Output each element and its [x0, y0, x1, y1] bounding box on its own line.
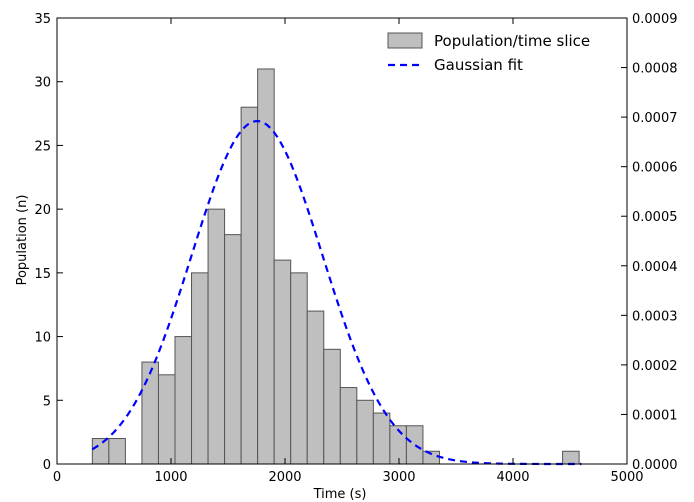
legend-label-gaussian: Gaussian fit [434, 56, 523, 74]
y-tick-label: 20 [34, 203, 51, 218]
y-tick-label: 10 [34, 331, 51, 346]
histogram-bar [323, 348, 341, 465]
histogram-bar [356, 399, 374, 465]
histogram-bar [157, 374, 176, 465]
histogram-bar [224, 234, 242, 465]
x-tick-label: 5000 [610, 470, 643, 485]
y-tick-label: 5 [43, 394, 51, 409]
histogram-bar [174, 336, 193, 465]
x-tick-label: 1000 [154, 470, 187, 485]
y2-tick-label: 0.0005 [632, 210, 678, 225]
y2-tick-label: 0.0009 [632, 12, 678, 27]
x-tick-label: 4000 [496, 470, 529, 485]
histogram-bar [372, 412, 391, 465]
histogram-bar [290, 272, 308, 465]
y-axis-label: Population (n) [15, 195, 30, 286]
y2-tick-label: 0.0008 [632, 62, 678, 77]
x-axis-label: Time (s) [313, 487, 367, 502]
y2-tick-label: 0.0003 [632, 309, 678, 324]
y-tick-label: 15 [34, 267, 51, 282]
y-tick-label: 25 [34, 139, 51, 154]
y-axis-ticks: 0 5 10 15 20 25 30 35 [34, 12, 63, 473]
legend: Population/time slice Gaussian fit [387, 32, 590, 74]
histogram-bar [306, 310, 325, 465]
right-y-axis-ticks: 0.0000 0.0001 0.0002 0.0003 0.0004 0.0005 0.00… [621, 12, 678, 473]
plot-frame [56, 17, 628, 465]
histogram-bars [91, 68, 580, 465]
histogram-bar [108, 438, 126, 465]
histogram-bar [207, 208, 226, 465]
legend-label-population: Population/time slice [434, 32, 590, 50]
legend-swatch-population [387, 32, 423, 49]
histogram-bar [339, 387, 358, 465]
histogram-bar [141, 361, 159, 465]
histogram-bar [91, 438, 110, 465]
x-tick-label: 0 [53, 470, 61, 485]
histogram-bar [405, 425, 424, 465]
y2-tick-label: 0.0000 [632, 458, 678, 473]
y2-tick-label: 0.0001 [632, 408, 678, 423]
histogram-bar [562, 450, 580, 465]
y2-tick-label: 0.0007 [632, 111, 678, 126]
y-tick-label: 35 [34, 12, 51, 27]
x-tick-label: 3000 [382, 470, 415, 485]
histogram-bar [273, 259, 292, 465]
histogram-bar [240, 106, 259, 465]
y2-tick-label: 0.0002 [632, 359, 678, 374]
histogram-bar [257, 68, 275, 465]
y-tick-label: 30 [34, 76, 51, 91]
y2-tick-label: 0.0006 [632, 161, 678, 176]
x-axis-ticks: 0 1000 2000 3000 4000 5000 [53, 18, 644, 485]
histogram-bar [191, 272, 209, 465]
x-tick-label: 2000 [268, 470, 301, 485]
y2-tick-label: 0.0004 [632, 260, 678, 275]
y-tick-label: 0 [43, 458, 51, 473]
